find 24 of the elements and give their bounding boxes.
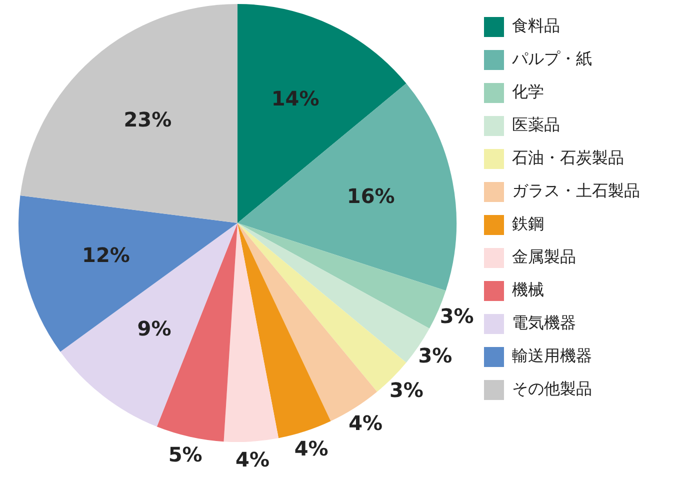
data-label: 23%: [124, 107, 172, 132]
data-label: 5%: [168, 442, 202, 466]
legend-label: 医薬品: [512, 115, 560, 134]
data-label: 16%: [346, 184, 395, 208]
legend-label: 鉄鋼: [512, 214, 544, 234]
legend-label: 食料品: [512, 16, 560, 36]
legend-label: その他製品: [512, 379, 592, 398]
data-label: 4%: [348, 410, 383, 435]
legend-label: 金属製品: [512, 247, 576, 266]
legend-label: 機械: [512, 280, 544, 300]
data-label: 3%: [390, 378, 424, 402]
legend-label: 輸送用機器: [512, 346, 592, 366]
data-label: 3%: [440, 304, 474, 328]
data-label: 3%: [418, 344, 452, 368]
data-label: 4%: [236, 448, 270, 472]
legend-label: ガラス・土石製品: [512, 181, 640, 200]
legend-label: 石油・石炭製品: [512, 148, 624, 168]
data-label: 14%: [271, 86, 320, 110]
data-label: 12%: [82, 242, 130, 267]
data-label: 4%: [294, 436, 328, 461]
legend-label: 化学: [512, 82, 544, 102]
legend-label: 電気機器: [512, 313, 576, 332]
data-label: 9%: [137, 316, 172, 340]
legend-label: パルプ・紙: [511, 49, 592, 68]
